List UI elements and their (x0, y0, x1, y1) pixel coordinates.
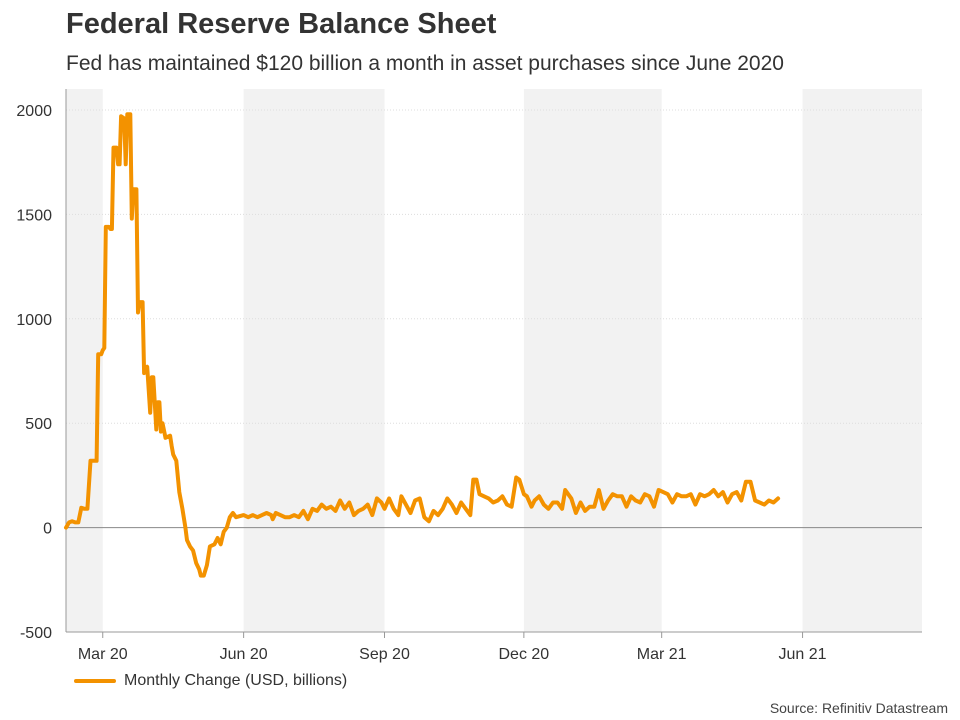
axes (65, 89, 922, 633)
y-tick-label: -500 (20, 625, 52, 642)
y-tick-label: 0 (43, 521, 52, 538)
legend: Monthly Change (USD, billions) (74, 672, 347, 690)
legend-label: Monthly Change (USD, billions) (124, 672, 348, 689)
chart-title: Federal Reserve Balance Sheet (66, 8, 497, 40)
x-tick-label: Jun 20 (220, 646, 268, 663)
x-tick-label: Mar 21 (637, 646, 687, 663)
y-tick-label: 500 (25, 416, 52, 433)
y-axis-ticks: -500 0 500 1000 1500 2000 (16, 103, 52, 642)
series-lines (64, 112, 781, 578)
shaded-band (523, 89, 662, 632)
x-tick-label: Jun 21 (779, 646, 827, 663)
x-tick-label: Dec 20 (499, 646, 550, 663)
series-line (64, 112, 781, 578)
y-tick-label: 2000 (16, 103, 52, 120)
y-tick-label: 1500 (16, 207, 52, 224)
shaded-band (243, 89, 385, 632)
source-note: Source: Refinitiv Datastream (769, 700, 948, 716)
shaded-bands (66, 89, 922, 632)
shaded-band (802, 89, 922, 632)
x-axis-ticks: Mar 20 Jun 20 Sep 20 Dec 20 Mar 21 Jun 21 (78, 632, 827, 663)
x-tick-label: Sep 20 (359, 646, 410, 663)
y-tick-label: 1000 (16, 312, 52, 329)
x-tick-label: Mar 20 (78, 646, 128, 663)
legend-swatch (74, 679, 116, 683)
chart-subtitle: Fed has maintained $120 billion a month … (66, 52, 784, 75)
